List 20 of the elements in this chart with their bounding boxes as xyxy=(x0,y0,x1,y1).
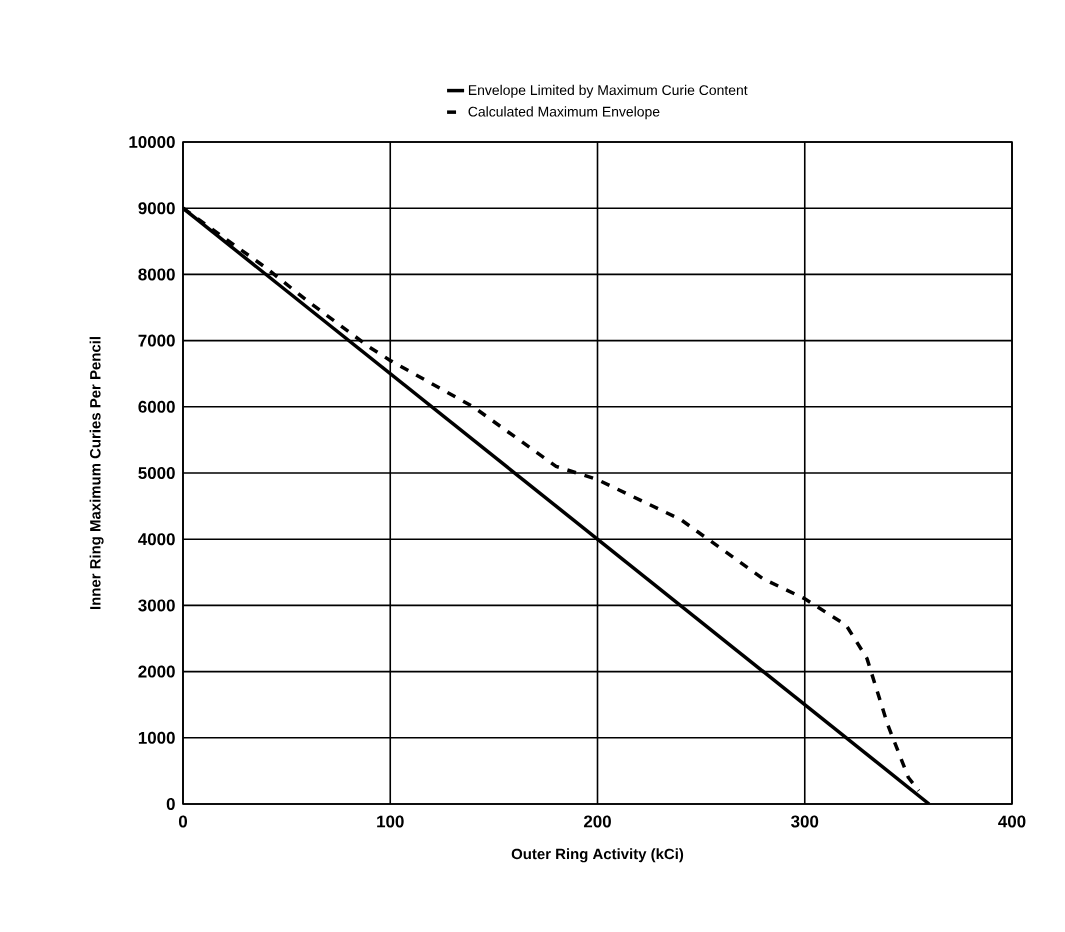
x-tick-label: 0 xyxy=(178,815,188,828)
y-tick-label: 8000 xyxy=(138,268,175,281)
legend-label: Calculated Maximum Envelope xyxy=(468,106,660,120)
y-tick-label: 10000 xyxy=(129,135,175,148)
y-tick-label: 7000 xyxy=(138,334,175,347)
y-tick-label: 3000 xyxy=(138,599,175,612)
x-tick-label: 100 xyxy=(377,815,404,828)
y-tick-label: 2000 xyxy=(138,665,175,678)
x-tick-label: 200 xyxy=(583,815,611,828)
legend-label: Envelope Limited by Maximum Curie Content xyxy=(468,84,748,98)
y-tick-label: 4000 xyxy=(138,533,175,546)
x-tick-label: 300 xyxy=(791,815,819,828)
y-axis-title: Inner Ring Maximum Curies Per Pencil xyxy=(89,337,104,610)
y-tick-label: 5000 xyxy=(138,467,175,479)
x-axis-title: Outer Ring Activity (kCi) xyxy=(511,848,684,863)
y-tick-label: 0 xyxy=(166,798,175,810)
y-tick-label: 6000 xyxy=(138,400,175,413)
x-tick-label: 400 xyxy=(998,815,1026,828)
y-tick-label: 9000 xyxy=(138,202,175,215)
y-tick-label: 1000 xyxy=(138,731,175,744)
